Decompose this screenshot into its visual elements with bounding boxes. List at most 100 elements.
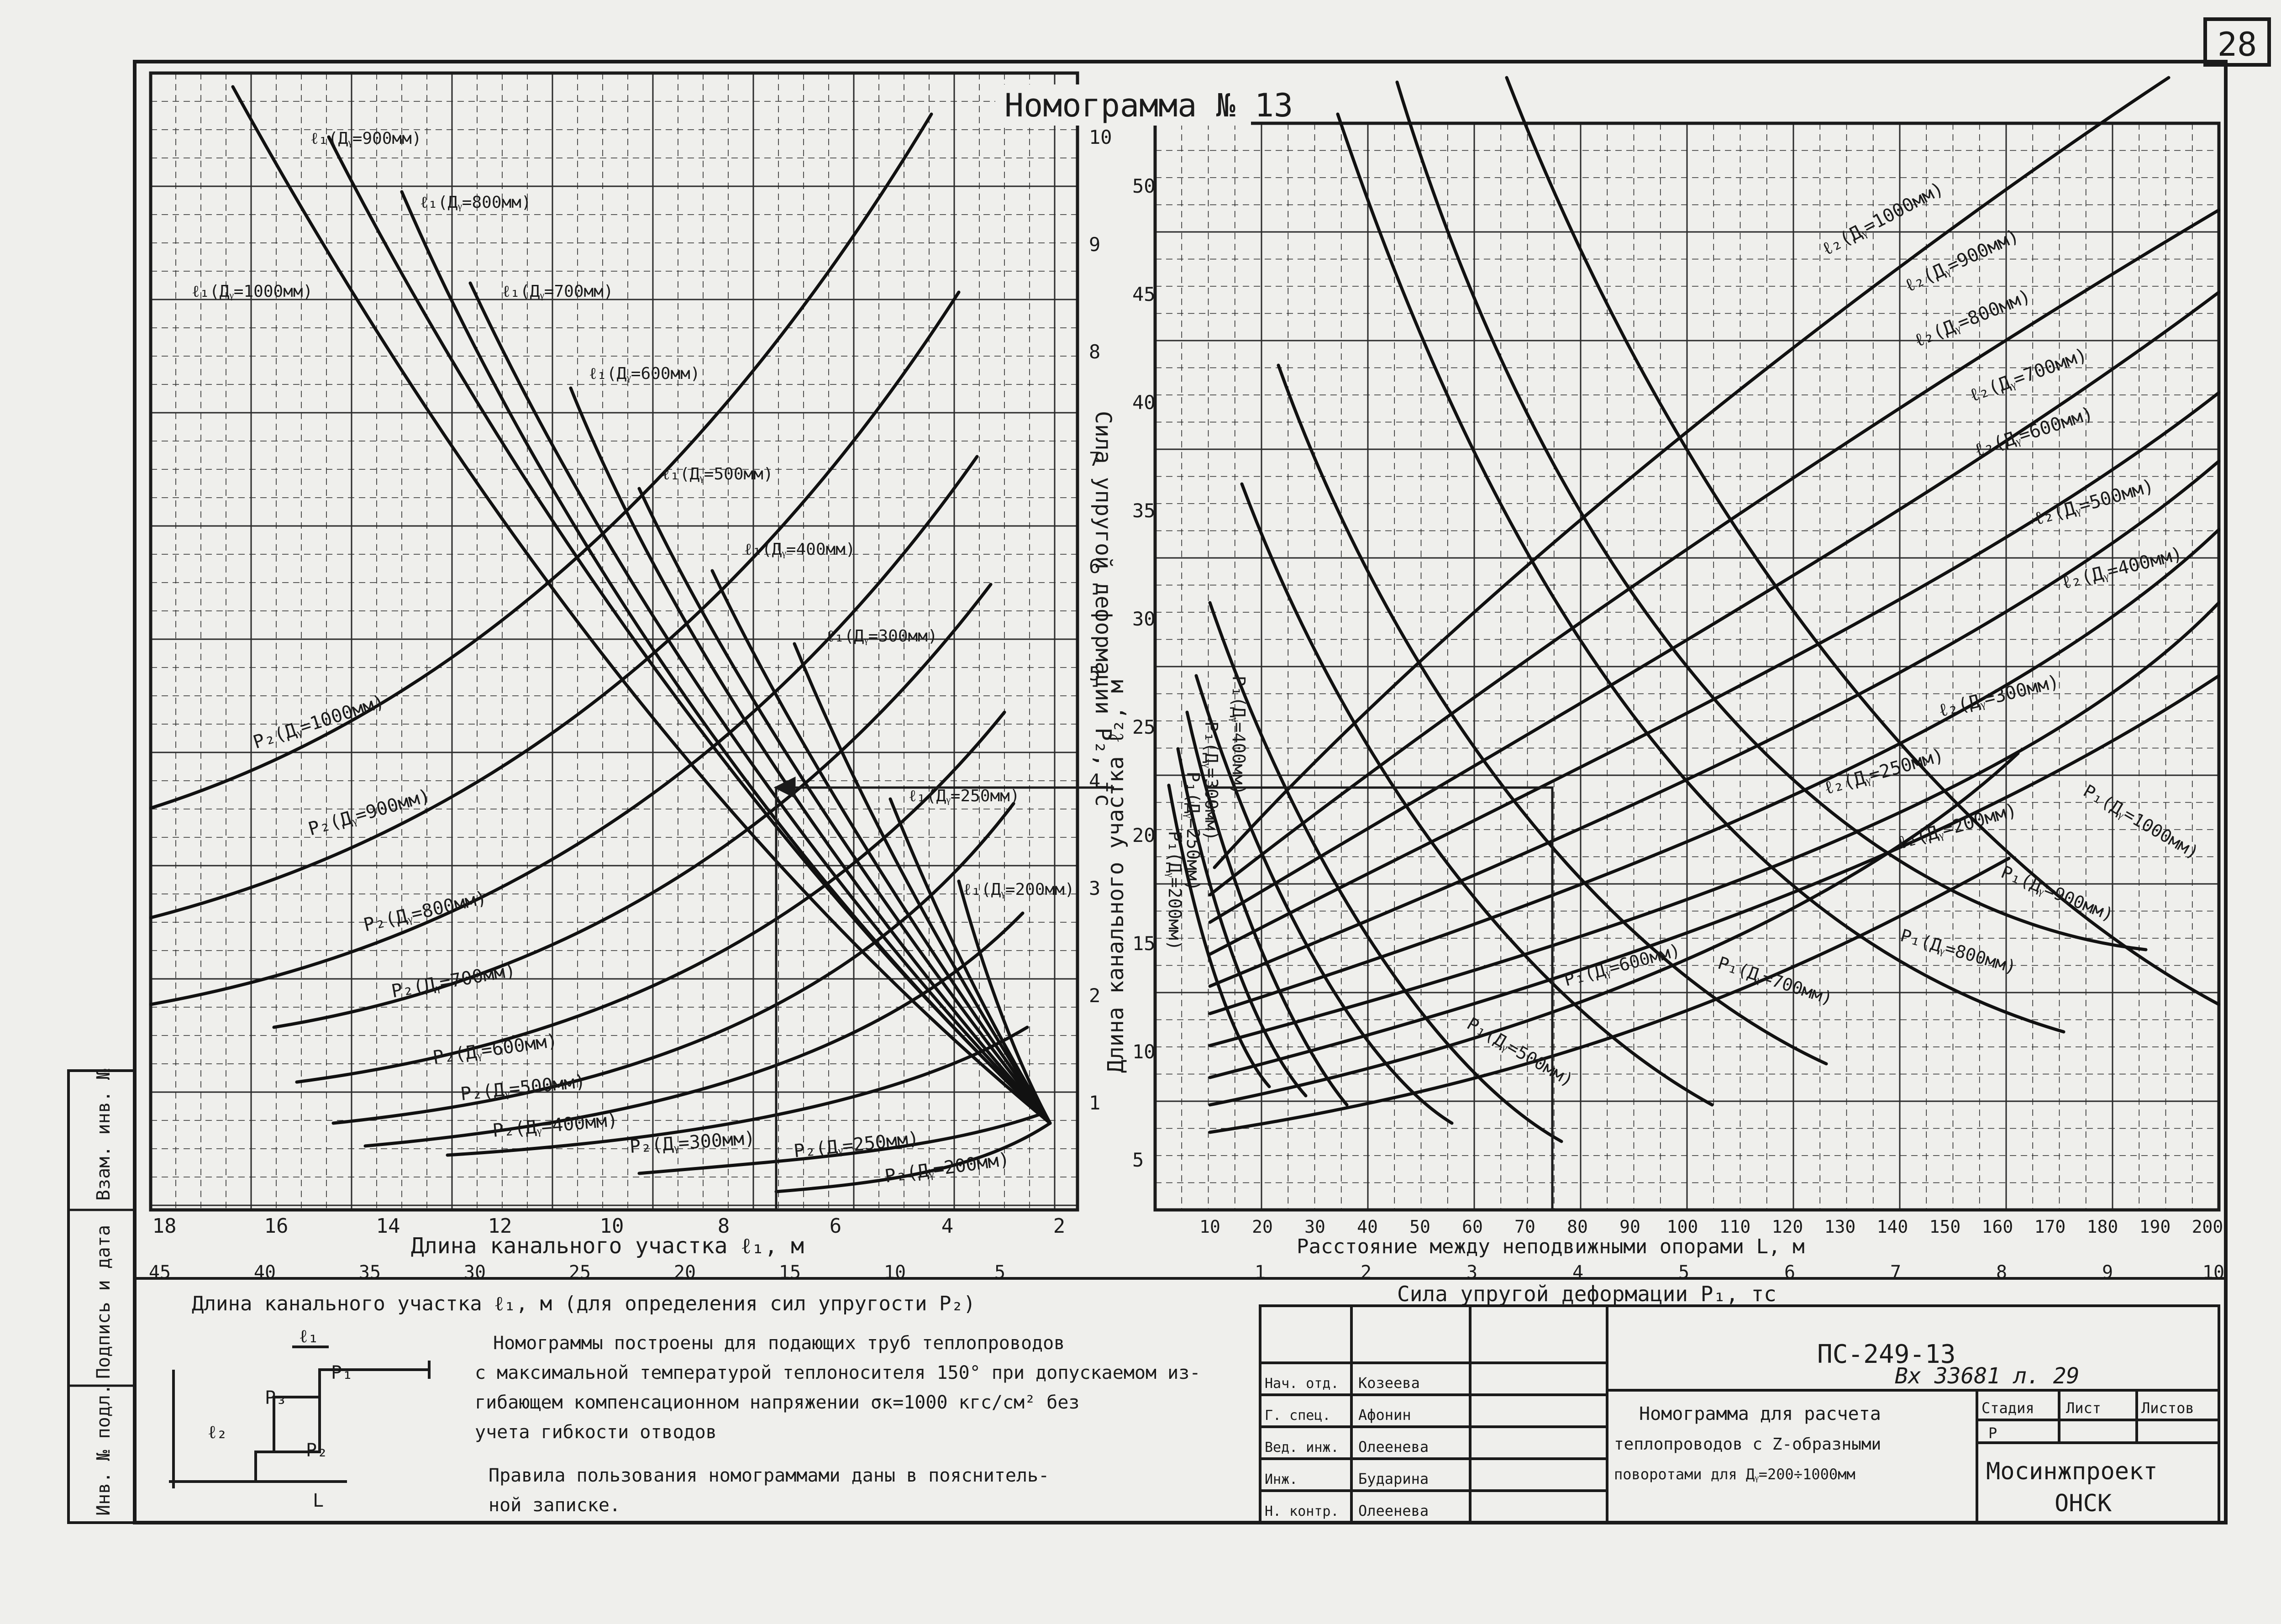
l1-curve-label: ℓ₁(Дᵧ=500мм) — [662, 465, 773, 484]
p2-curve — [774, 1121, 1052, 1193]
right-y-tick: 35 — [1132, 499, 1156, 522]
schematic-labels: ℓ₁ P₁ P₃ ℓ₂ P₂ L — [208, 1326, 353, 1511]
l2-curve — [1208, 290, 2221, 924]
left-y-tick: 9 — [1089, 233, 1100, 256]
right-x-bottom-label: Сила упругой деформации P₁, тс — [1397, 1282, 1776, 1306]
right-x-top-tick: 90 — [1619, 1217, 1640, 1237]
svg-text:ℓ₂: ℓ₂ — [208, 1422, 227, 1443]
svg-text:Афонин: Афонин — [1358, 1406, 1411, 1424]
right-y-tick: 45 — [1132, 283, 1156, 305]
left-x-bottom-tick: 40 — [254, 1262, 276, 1283]
right-x-bottom-tick: 2 — [1361, 1262, 1372, 1283]
stage-header: Листов — [2141, 1399, 2194, 1417]
p1-curve — [1336, 112, 2066, 1034]
stage-value: Р — [1988, 1424, 1997, 1442]
svg-text:P₃: P₃ — [265, 1387, 287, 1409]
right-x-bottom-tick: 7 — [1890, 1262, 1901, 1283]
svg-text:Г. спец.: Г. спец. — [1265, 1408, 1331, 1424]
right-x-bottom-tick: 10 — [2202, 1262, 2224, 1283]
l2-curve — [1208, 674, 2221, 1079]
p1-curve — [1208, 601, 1563, 1143]
svg-text:Вед. инж.: Вед. инж. — [1265, 1440, 1339, 1456]
l2-curve — [1208, 391, 2221, 956]
right-x-top-tick: 70 — [1514, 1217, 1535, 1237]
p2-curve — [149, 290, 961, 920]
right-y-tick: 25 — [1132, 716, 1156, 738]
p2-curve — [295, 710, 1006, 1084]
left-x-bottom-tick: 15 — [779, 1262, 801, 1283]
right-x-top-tick: 180 — [2087, 1217, 2118, 1237]
l1-curve — [468, 281, 1052, 1125]
sheet-number-box: 28 — [2203, 17, 2271, 67]
p2-curve — [363, 911, 1025, 1148]
l2-curve — [1208, 459, 2221, 988]
right-x-top-tick: 80 — [1567, 1217, 1588, 1237]
left-x-bottom-tick: 20 — [674, 1262, 696, 1283]
p2-curve — [272, 583, 993, 1029]
nomogram-title: Номограмма № 13 — [1004, 87, 1293, 124]
right-x-bottom-tick: 4 — [1572, 1262, 1583, 1283]
right-x-top-tick: 30 — [1304, 1217, 1325, 1237]
right-x-bottom-tick: 6 — [1784, 1262, 1795, 1283]
outer-frame — [133, 60, 2228, 1524]
left-grid — [150, 72, 1077, 1210]
left-curves: P₂(Дᵧ=1000мм)P₂(Дᵧ=900мм)P₂(Дᵧ=800мм)P₂(… — [149, 85, 1075, 1193]
left-x-top-tick: 6 — [830, 1214, 842, 1238]
l1-curve-label: ℓ₁(Дᵧ=600мм) — [589, 364, 700, 383]
l1-curve-label: ℓ₁(Дᵧ=900мм) — [310, 129, 422, 148]
left-y-label: Сила упругой деформации P₂, тс — [1090, 411, 1116, 807]
note-line: с максимальной температурой теплоносител… — [475, 1362, 1200, 1383]
title-block-text: ПС-249-13 Вх 33681 л. 29 Номограмма для … — [1265, 1340, 2194, 1519]
l1-curve — [231, 85, 1052, 1125]
l2-curve — [1208, 752, 2020, 1107]
svg-text:Инв. № подл.: Инв. № подл. — [93, 1384, 114, 1516]
right-x-top-tick: 40 — [1357, 1217, 1378, 1237]
left-x-top-tick: 18 — [152, 1214, 177, 1238]
stage-header: Лист — [2066, 1399, 2101, 1417]
right-x-bottom-tick: 3 — [1466, 1262, 1477, 1283]
l1-curve — [569, 386, 1052, 1125]
left-nomogram: P₂(Дᵧ=1000мм)P₂(Дᵧ=900мм)P₂(Дᵧ=800мм)P₂(… — [149, 71, 1116, 1315]
left-x-bottom-tick: 5 — [994, 1262, 1005, 1283]
reading-example-arrows — [773, 776, 1554, 1210]
l2-curve — [1208, 528, 2221, 1015]
note-line: ной записке. — [489, 1495, 620, 1516]
stage-header: Стадия — [1981, 1399, 2034, 1417]
svg-text:Нач. отд.: Нач. отд. — [1265, 1376, 1339, 1392]
l1-curve-label: ℓ₁(Дᵧ=800мм) — [420, 193, 531, 212]
left-x-top-tick: 12 — [488, 1214, 512, 1238]
right-x-top-tick: 150 — [1929, 1217, 1961, 1237]
right-y-label: Длина канального участка ℓ₂, м — [1103, 680, 1129, 1073]
right-x-top-tick: 140 — [1877, 1217, 1908, 1237]
p2-curve — [149, 455, 979, 1006]
right-y-tick: 50 — [1132, 175, 1156, 197]
svg-text:L: L — [313, 1490, 324, 1511]
right-x-bottom-tick: 8 — [1996, 1262, 2007, 1283]
p1-curve-label: P₁(Дᵧ=200мм) — [1165, 831, 1185, 951]
right-x-top-tick: 200 — [2192, 1217, 2223, 1237]
archive-note: Вх 33681 л. 29 — [1895, 1363, 2080, 1389]
left-x-bottom-label: Длина канального участка ℓ₁, м (для опре… — [192, 1292, 975, 1315]
left-x-bottom-tick: 45 — [149, 1262, 171, 1283]
l1-curve-label: ℓ₁(Дᵧ=1000мм) — [192, 282, 313, 301]
l2-curve — [1208, 857, 2011, 1134]
right-x-top-tick: 170 — [2034, 1217, 2066, 1237]
left-x-bottom-tick: 25 — [569, 1262, 591, 1283]
l1-curve — [637, 487, 1052, 1125]
title-line: теплопроводов с Z-образными — [1614, 1435, 1881, 1454]
right-x-top-tick: 120 — [1772, 1217, 1803, 1237]
l1-curve-label: ℓ₁(Дᵧ=700мм) — [502, 282, 614, 301]
l1-curve-label: ℓ₁(Дᵧ=200мм) — [963, 880, 1075, 899]
right-x-bottom-tick: 9 — [2102, 1262, 2113, 1283]
svg-text:Олеенева: Олеенева — [1358, 1438, 1429, 1456]
left-x-bottom-tick: 10 — [884, 1262, 906, 1283]
left-x-top-tick: 8 — [718, 1214, 730, 1238]
l2-curve — [1213, 76, 2171, 869]
title-block — [1259, 1304, 2220, 1524]
l1-curve-label: ℓ₁(Дᵧ=400мм) — [744, 540, 856, 559]
doc-code: ПС-249-13 — [1817, 1340, 1955, 1369]
right-x-top-tick: 130 — [1824, 1217, 1856, 1237]
right-x-top-tick: 110 — [1719, 1217, 1751, 1237]
right-plot-border — [1153, 121, 2221, 1212]
